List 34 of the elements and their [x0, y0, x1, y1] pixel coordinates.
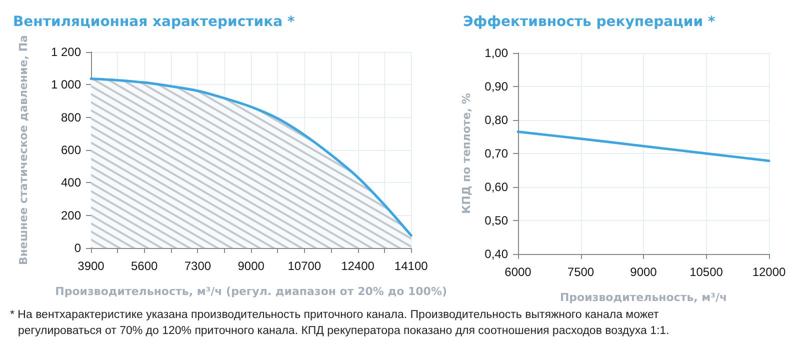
x-tick-label: 10500 — [690, 265, 724, 279]
y-tick-label: 0,70 — [484, 146, 508, 160]
x-tick-label: 10700 — [288, 259, 322, 273]
x-tick-label: 9000 — [238, 259, 265, 273]
chart-title: Вентиляционная характеристика * — [13, 14, 296, 30]
y-tick-label: 0,80 — [484, 113, 508, 127]
x-tick-label: 14100 — [394, 259, 428, 273]
x-tick-label: 12000 — [752, 265, 786, 279]
x-tick-label: 6000 — [504, 265, 532, 279]
y-tick-label: 1,00 — [484, 46, 508, 60]
x-tick-label: 7500 — [567, 265, 594, 279]
x-tick-label: 7300 — [184, 259, 212, 273]
y-tick-label: 0,40 — [484, 247, 508, 261]
y-tick-label: 200 — [60, 208, 82, 222]
y-tick-label: 0,60 — [484, 180, 508, 194]
x-tick-label: 12400 — [341, 259, 375, 273]
chart-title: Эффективность рекуперации * — [463, 14, 716, 30]
x-tick-label: 9000 — [630, 265, 658, 279]
y-axis-title: Внешнее статическое давление, Па — [17, 35, 30, 265]
y-tick-label: 600 — [60, 143, 82, 157]
y-tick-label: 0,50 — [484, 214, 508, 228]
x-axis-title: Производительность, м³/ч — [560, 291, 728, 304]
x-tick-label: 5600 — [131, 259, 158, 273]
y-tick-label: 0 — [74, 241, 82, 255]
y-axis-title: КПД по теплоте, % — [460, 93, 473, 214]
y-tick-label: 400 — [60, 176, 82, 190]
y-tick-label: 800 — [60, 110, 82, 124]
line-series — [516, 130, 770, 162]
y-tick-label: 1 000 — [50, 78, 82, 92]
x-tick-label: 3900 — [78, 259, 105, 273]
text: * На вентхарактеристике указана производительность приточного канала. Производительность вытяжного канала может регулироваться от 70% до 120% приточного канала. КПД рекуператора показано для соотношения расходов воздуха 1:1. — [9, 308, 670, 339]
x-axis-title: Производительность, м³/ч (регул. диапазон от 20% до 100%) — [55, 285, 448, 298]
y-tick-label: 0,90 — [484, 80, 508, 94]
y-tick-label: 1 200 — [50, 45, 82, 59]
